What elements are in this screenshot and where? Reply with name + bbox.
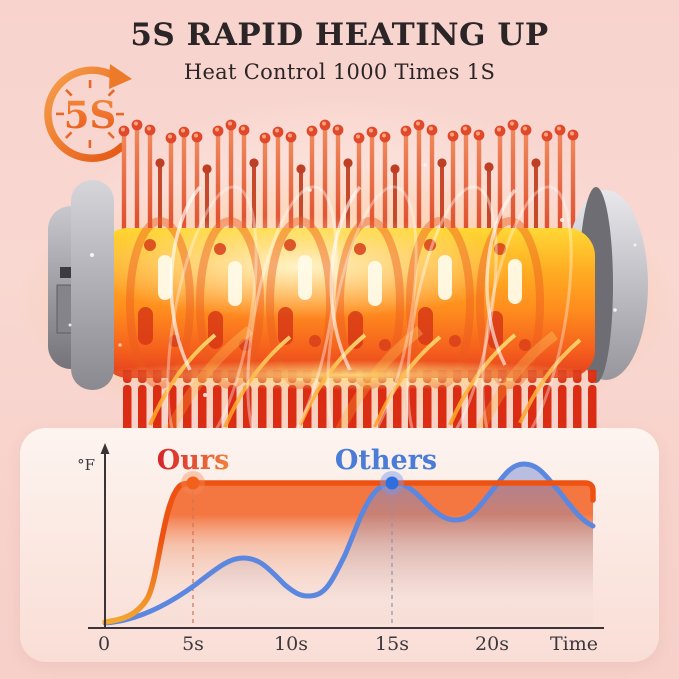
- ours-curve: [102, 480, 596, 625]
- x-tick-15s: 15s: [375, 633, 409, 655]
- others-area-fill: [105, 464, 593, 624]
- x-tick-time: Time: [550, 633, 598, 655]
- ours-marker: [181, 471, 205, 495]
- page-title: 5S RAPID HEATING UP: [130, 17, 549, 53]
- x-tick-20s: 20s: [475, 633, 509, 655]
- flame-streaks: [148, 326, 582, 433]
- badge-5s-label: 5S: [64, 93, 116, 137]
- clock-tick-marks: [56, 80, 124, 148]
- series-label-others: Others: [335, 445, 437, 476]
- x-tick-5s: 5s: [182, 633, 204, 655]
- others-marker: [380, 471, 404, 495]
- y-axis-arrow: [100, 443, 110, 454]
- temperature-comparison-card: °F Ours Others 0 5s 10s 15s 20s Time: [20, 428, 659, 662]
- timer-5s-icon: 5S: [44, 64, 132, 162]
- temperature-comparison-chart: °F Ours Others 0 5s 10s 15s 20s Time: [77, 443, 604, 655]
- page-subtitle: Heat Control 1000 Times 1S: [183, 60, 496, 84]
- x-tick-0: 0: [98, 633, 110, 655]
- cap-switch-slot: [60, 267, 77, 278]
- heated-brush-illustration: [17, 119, 677, 440]
- y-axis-unit-label: °F: [77, 456, 95, 474]
- vent-slots: [158, 255, 522, 306]
- bottom-rim-glow: [95, 360, 605, 390]
- timer-arc-icon: [44, 64, 132, 162]
- sparkles: [68, 163, 637, 397]
- airflow-swirls: [166, 185, 573, 440]
- glowing-barrel: [85, 215, 595, 389]
- heat-dots: [144, 239, 531, 351]
- x-tick-10s: 10s: [274, 633, 308, 655]
- left-end-cap: [48, 180, 114, 390]
- series-label-ours: Ours: [157, 445, 230, 476]
